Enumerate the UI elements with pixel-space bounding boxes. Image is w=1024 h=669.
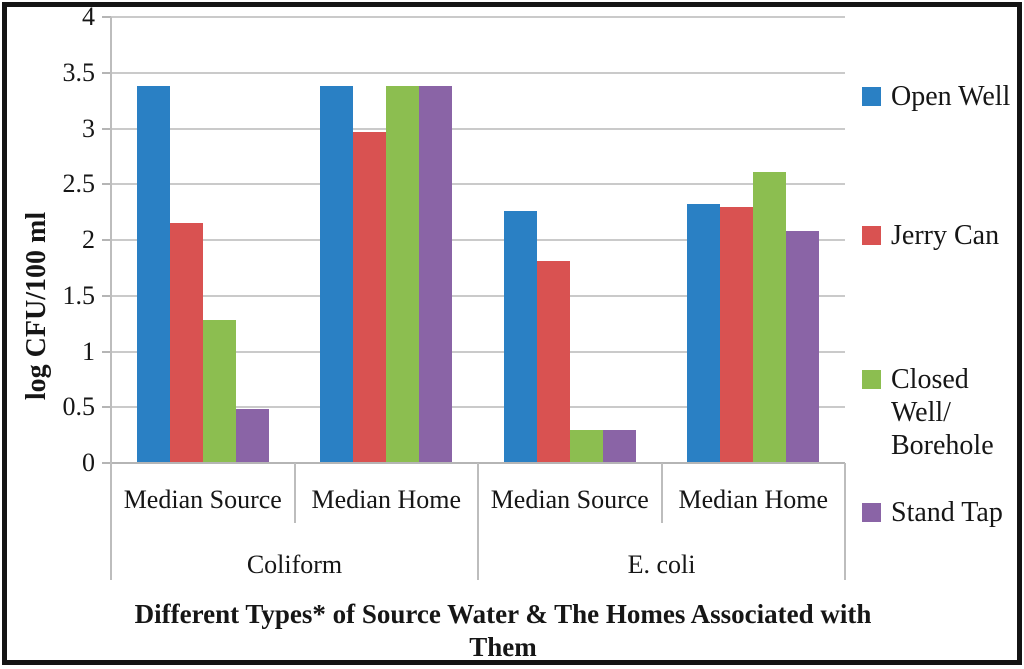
bar-closed-well-borehole-coliform-median-home — [386, 86, 420, 463]
y-tick-label: 2.5 — [62, 169, 96, 199]
y-tick-label: 3 — [82, 113, 95, 143]
legend-label-line: Well/ — [891, 397, 951, 428]
category-label-1-median-home: Median Home — [311, 485, 461, 514]
y-axis-tick — [102, 16, 111, 18]
group-divider — [477, 463, 479, 580]
x-axis-title: Different Types* of Source Water & The H… — [63, 598, 943, 664]
legend-label-closed-well-borehole: Closed Well/Borehole — [891, 363, 994, 462]
legend-label-line: Open Well — [891, 81, 1011, 112]
legend-item-open-well: Open Well — [862, 80, 1010, 113]
bar-stand-tap-e-coli-median-source — [602, 429, 636, 463]
bar-jerry-can-coliform-median-source — [169, 223, 203, 463]
bar-open-well-coliform-median-home — [320, 86, 354, 463]
x-axis-line — [102, 462, 845, 464]
legend-label-line: Jerry Can — [891, 220, 1000, 251]
category-label-3-median-home: Median Home — [678, 485, 828, 514]
legend-label-line: Borehole — [891, 430, 994, 461]
x-axis-title-line-1: Different Types* of Source Water & The H… — [134, 599, 872, 629]
bar-closed-well-borehole-e-coli-median-source — [569, 429, 603, 463]
y-tick-label: 0 — [82, 448, 95, 477]
legend-swatch-jerry-can — [862, 226, 881, 245]
gridline-y-2 — [111, 239, 845, 241]
legend-swatch-stand-tap — [862, 503, 881, 522]
gridline-y-2.5 — [111, 183, 845, 186]
gridline-y-0.5 — [111, 406, 845, 409]
bar-closed-well-borehole-e-coli-median-home — [753, 171, 787, 463]
y-axis-tick — [102, 294, 111, 297]
chart-canvas: log CFU/100 ml Different Types* of Sourc… — [7, 2, 1017, 662]
legend-item-stand-tap: Stand Tap — [862, 496, 1003, 529]
bar-open-well-e-coli-median-home — [687, 204, 721, 463]
bar-jerry-can-e-coli-median-home — [720, 206, 754, 463]
legend-label-line: Closed — [891, 364, 969, 395]
bar-stand-tap-e-coli-median-home — [786, 231, 820, 463]
legend-swatch-closed-well-borehole — [862, 370, 881, 389]
bar-jerry-can-e-coli-median-source — [536, 261, 570, 463]
bar-closed-well-borehole-coliform-median-source — [202, 320, 236, 463]
legend-label-jerry-can: Jerry Can — [891, 219, 999, 252]
y-axis-tick — [102, 71, 111, 74]
gridline-y-3.5 — [111, 71, 845, 74]
gridline-y-4 — [111, 16, 845, 18]
legend-swatch-open-well — [862, 87, 881, 106]
gridline-y-3 — [111, 127, 845, 130]
bar-open-well-e-coli-median-source — [503, 211, 537, 463]
legend-item-jerry-can: Jerry Can — [862, 219, 999, 252]
y-axis-tick — [102, 127, 111, 130]
category-label-2-median-source: Median Source — [490, 485, 649, 514]
y-tick-label: 3.5 — [62, 57, 96, 87]
bar-jerry-can-coliform-median-home — [353, 131, 387, 463]
y-tick-label: 4 — [82, 2, 95, 31]
y-axis-tick — [102, 183, 111, 186]
y-tick-label: 1.5 — [62, 280, 96, 310]
category-divider — [660, 463, 663, 523]
y-tick-label: 2 — [82, 225, 95, 254]
y-axis-tick — [102, 350, 111, 353]
group-label-e-coli: E. coli — [627, 550, 696, 579]
legend-label-stand-tap: Stand Tap — [891, 496, 1003, 529]
y-tick-label: 0.5 — [62, 392, 96, 422]
legend-label-open-well: Open Well — [891, 80, 1010, 113]
bar-stand-tap-coliform-median-source — [235, 409, 269, 463]
y-axis-tick — [102, 406, 111, 409]
category-divider — [293, 463, 296, 523]
legend-item-closed-well-borehole: Closed Well/Borehole — [862, 363, 994, 462]
y-axis-tick — [102, 239, 111, 241]
category-label-0-median-source: Median Source — [123, 485, 282, 514]
bar-stand-tap-coliform-median-home — [419, 86, 453, 463]
y-axis-line — [110, 17, 112, 580]
axis-edge-line — [844, 463, 846, 580]
x-axis-title-line-2: Them — [469, 632, 537, 662]
bar-open-well-coliform-median-source — [136, 86, 170, 463]
gridline-y-1 — [111, 350, 845, 353]
legend-label-line: Stand Tap — [891, 497, 1003, 528]
y-tick-label: 1 — [82, 336, 95, 366]
group-label-coliform: Coliform — [246, 550, 343, 579]
gridline-y-1.5 — [111, 294, 845, 297]
